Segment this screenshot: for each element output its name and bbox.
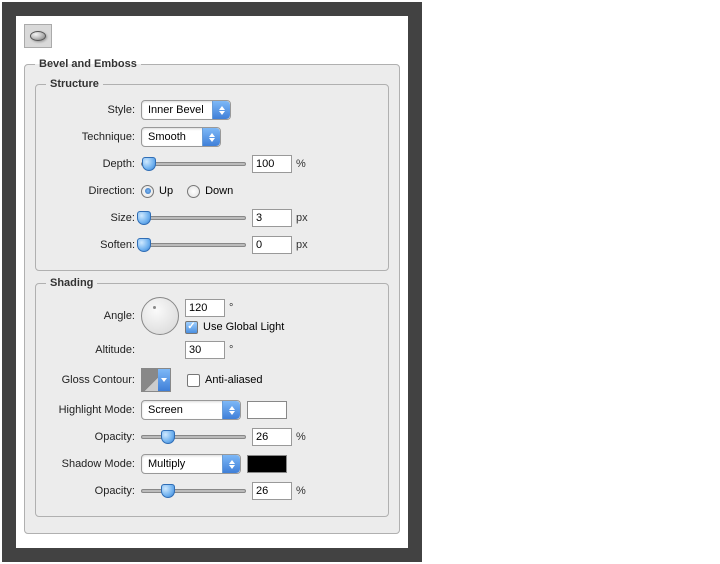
slider-thumb-icon[interactable] — [142, 157, 156, 171]
technique-label: Technique: — [46, 131, 141, 143]
size-unit: px — [296, 212, 308, 224]
angle-unit: ° — [229, 302, 233, 314]
ellipse-tool-icon[interactable] — [24, 24, 52, 48]
shading-legend: Shading — [46, 277, 97, 289]
depth-unit: % — [296, 158, 306, 170]
highlight-opacity-input[interactable] — [252, 428, 292, 446]
radio-icon — [141, 185, 154, 198]
shadow-opacity-input[interactable] — [252, 482, 292, 500]
dialog-content: Bevel and Emboss Structure Style: Inner … — [16, 16, 408, 548]
highlight-opacity-slider[interactable] — [141, 429, 246, 445]
bevel-emboss-group: Bevel and Emboss Structure Style: Inner … — [24, 58, 400, 534]
angle-input[interactable] — [185, 299, 225, 317]
altitude-unit: ° — [229, 344, 233, 356]
dialog-frame: Bevel and Emboss Structure Style: Inner … — [2, 2, 422, 562]
dropdown-arrows-icon — [202, 128, 220, 146]
anti-aliased-checkbox[interactable] — [187, 374, 200, 387]
direction-label: Direction: — [46, 185, 141, 197]
gloss-contour-label: Gloss Contour: — [46, 374, 141, 386]
highlight-mode-select[interactable]: Screen — [141, 400, 241, 420]
chevron-down-icon — [158, 369, 170, 391]
depth-label: Depth: — [46, 158, 141, 170]
shadow-color-swatch[interactable] — [247, 455, 287, 473]
style-select[interactable]: Inner Bevel — [141, 100, 231, 120]
size-slider[interactable] — [141, 210, 246, 226]
slider-thumb-icon[interactable] — [137, 211, 151, 225]
highlight-opacity-unit: % — [296, 431, 306, 443]
direction-down-label: Down — [205, 185, 233, 197]
slider-thumb-icon[interactable] — [137, 238, 151, 252]
bevel-emboss-legend: Bevel and Emboss — [35, 58, 141, 70]
angle-dial[interactable] — [141, 297, 179, 335]
dropdown-arrows-icon — [222, 401, 240, 419]
soften-unit: px — [296, 239, 308, 251]
shadow-mode-value: Multiply — [148, 458, 185, 470]
shadow-mode-label: Shadow Mode: — [46, 458, 141, 470]
altitude-label: Altitude: — [46, 344, 141, 356]
dropdown-arrows-icon — [222, 455, 240, 473]
style-label: Style: — [46, 104, 141, 116]
direction-up-label: Up — [159, 185, 173, 197]
soften-input[interactable] — [252, 236, 292, 254]
slider-thumb-icon[interactable] — [161, 430, 175, 444]
technique-select[interactable]: Smooth — [141, 127, 221, 147]
gloss-contour-picker[interactable] — [141, 368, 171, 392]
global-light-checkbox[interactable] — [185, 321, 198, 334]
size-label: Size: — [46, 212, 141, 224]
anti-aliased-label: Anti-aliased — [205, 374, 262, 386]
depth-input[interactable] — [252, 155, 292, 173]
soften-slider[interactable] — [141, 237, 246, 253]
technique-value: Smooth — [148, 131, 186, 143]
dropdown-arrows-icon — [212, 101, 230, 119]
style-value: Inner Bevel — [148, 104, 204, 116]
soften-label: Soften: — [46, 239, 141, 251]
highlight-mode-label: Highlight Mode: — [46, 404, 141, 416]
shadow-opacity-slider[interactable] — [141, 483, 246, 499]
structure-legend: Structure — [46, 78, 103, 90]
shadow-opacity-label: Opacity: — [46, 485, 141, 497]
altitude-input[interactable] — [185, 341, 225, 359]
angle-label: Angle: — [46, 310, 141, 322]
shadow-mode-select[interactable]: Multiply — [141, 454, 241, 474]
direction-down-radio[interactable]: Down — [187, 185, 233, 198]
slider-thumb-icon[interactable] — [161, 484, 175, 498]
radio-icon — [187, 185, 200, 198]
highlight-mode-value: Screen — [148, 404, 183, 416]
global-light-label: Use Global Light — [203, 321, 284, 333]
highlight-color-swatch[interactable] — [247, 401, 287, 419]
highlight-opacity-label: Opacity: — [46, 431, 141, 443]
structure-group: Structure Style: Inner Bevel Technique: … — [35, 78, 389, 271]
ellipse-icon — [30, 31, 46, 41]
depth-slider[interactable] — [141, 156, 246, 172]
shadow-opacity-unit: % — [296, 485, 306, 497]
direction-up-radio[interactable]: Up — [141, 185, 173, 198]
shading-group: Shading Angle: ° Use Global Ligh — [35, 277, 389, 517]
size-input[interactable] — [252, 209, 292, 227]
